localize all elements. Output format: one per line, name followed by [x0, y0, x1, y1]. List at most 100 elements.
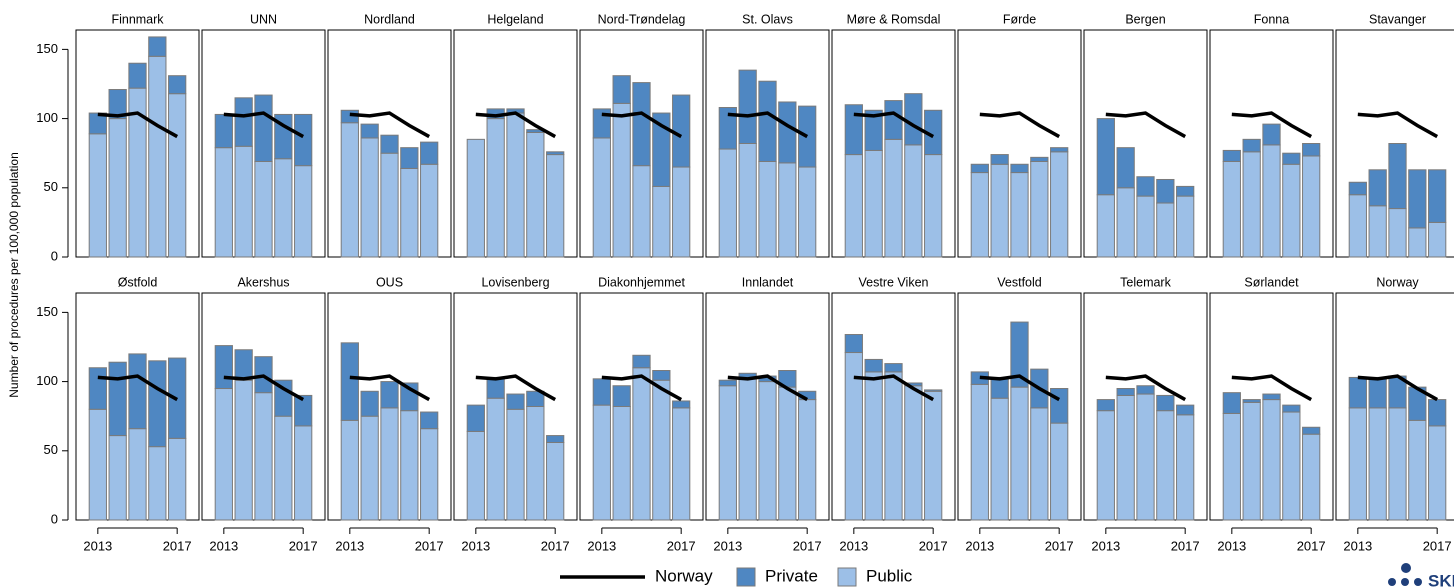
public-bar [546, 154, 565, 258]
public-bar [380, 407, 399, 521]
public-bar [214, 388, 233, 521]
public-bar [506, 112, 525, 258]
x-tick-label: 2013 [839, 538, 868, 553]
panel-title: Innlandet [742, 275, 794, 289]
private-bar [1010, 321, 1029, 388]
private-bar [1136, 385, 1155, 395]
private-bar [612, 75, 631, 104]
public-bar [1136, 195, 1155, 258]
private-bar [1282, 404, 1301, 413]
x-tick-label: 2013 [209, 538, 238, 553]
panel-title: Førde [1003, 12, 1036, 26]
private-bar [1050, 147, 1069, 153]
y-axis-label: Number of procedures per 100,000 populat… [7, 152, 21, 398]
private-bar [1156, 178, 1175, 204]
public-bar [1242, 151, 1261, 258]
public-bar [924, 154, 943, 258]
public-bar [1176, 414, 1195, 521]
public-bar [466, 430, 485, 521]
public-bar [1010, 172, 1029, 258]
private-bar [546, 435, 565, 443]
public-bar [718, 148, 737, 258]
public-bar [526, 406, 545, 521]
public-bar [652, 185, 671, 258]
public-bar [340, 122, 359, 258]
private-bar [214, 113, 233, 149]
public-bar [1096, 194, 1115, 258]
public-bar [778, 162, 797, 258]
private-bar [1096, 118, 1115, 196]
public-bar [1388, 407, 1407, 521]
y-tick-label: 150 [36, 304, 58, 319]
private-bar [88, 367, 107, 410]
public-bar [1010, 386, 1029, 521]
public-bar [632, 165, 651, 258]
public-bar [274, 158, 293, 258]
private-bar [632, 82, 651, 167]
x-tick-label: 2013 [83, 538, 112, 553]
private-bar [1136, 176, 1155, 197]
private-bar [214, 345, 233, 390]
legend-label: Norway [655, 566, 713, 585]
public-bar [420, 163, 439, 258]
private-bar [924, 389, 943, 392]
norway-line [1105, 374, 1187, 402]
private-bar [1050, 388, 1069, 424]
public-bar [1050, 422, 1069, 521]
private-bar [1176, 185, 1195, 197]
private-bar [1096, 399, 1115, 412]
public-bar [234, 379, 253, 521]
norway-line [349, 111, 431, 139]
private-bar [420, 141, 439, 165]
public-bar [1368, 205, 1387, 258]
public-bar [234, 145, 253, 258]
x-tick-label: 2017 [541, 538, 570, 553]
private-bar [1368, 376, 1387, 409]
logo-dot [1401, 578, 1409, 586]
public-bar [274, 415, 293, 521]
public-bar [990, 163, 1009, 258]
private-bar [128, 62, 147, 89]
panel-title: Akershus [237, 275, 289, 289]
panel-title: Finnmark [111, 12, 164, 26]
public-bar [844, 154, 863, 258]
private-bar [1242, 399, 1261, 403]
private-bar [1388, 143, 1407, 210]
public-bar [1242, 401, 1261, 521]
panel-title: Møre & Romsdal [847, 12, 941, 26]
private-bar [1302, 143, 1321, 157]
norway-line [475, 374, 557, 402]
panel-title: UNN [250, 12, 277, 26]
norway-line [1231, 374, 1313, 402]
x-tick-label: 2013 [1091, 538, 1120, 553]
private-bar [380, 134, 399, 154]
public-bar [1096, 410, 1115, 521]
private-bar [360, 123, 379, 139]
public-bar [904, 144, 923, 258]
x-tick-label: 2017 [793, 538, 822, 553]
panel-title: Norway [1376, 275, 1419, 289]
private-bar [1116, 147, 1135, 189]
public-bar [1348, 407, 1367, 521]
public-bar [1408, 227, 1427, 258]
private-bar [360, 390, 379, 417]
private-bar [652, 370, 671, 381]
x-tick-label: 2013 [587, 538, 616, 553]
private-bar [844, 104, 863, 156]
private-bar [1428, 399, 1447, 427]
norway-line [97, 374, 179, 402]
x-tick-label: 2017 [415, 538, 444, 553]
private-bar [234, 97, 253, 147]
private-bar [340, 342, 359, 421]
private-bar [884, 100, 903, 140]
legend-label: Public [866, 566, 913, 585]
x-tick-label: 2017 [1297, 538, 1326, 553]
norway-line [853, 374, 935, 402]
public-bar [400, 410, 419, 521]
x-tick-label: 2013 [335, 538, 364, 553]
private-bar [88, 112, 107, 135]
y-tick-label: 150 [36, 41, 58, 56]
norway-line [97, 111, 179, 139]
public-bar [718, 385, 737, 521]
